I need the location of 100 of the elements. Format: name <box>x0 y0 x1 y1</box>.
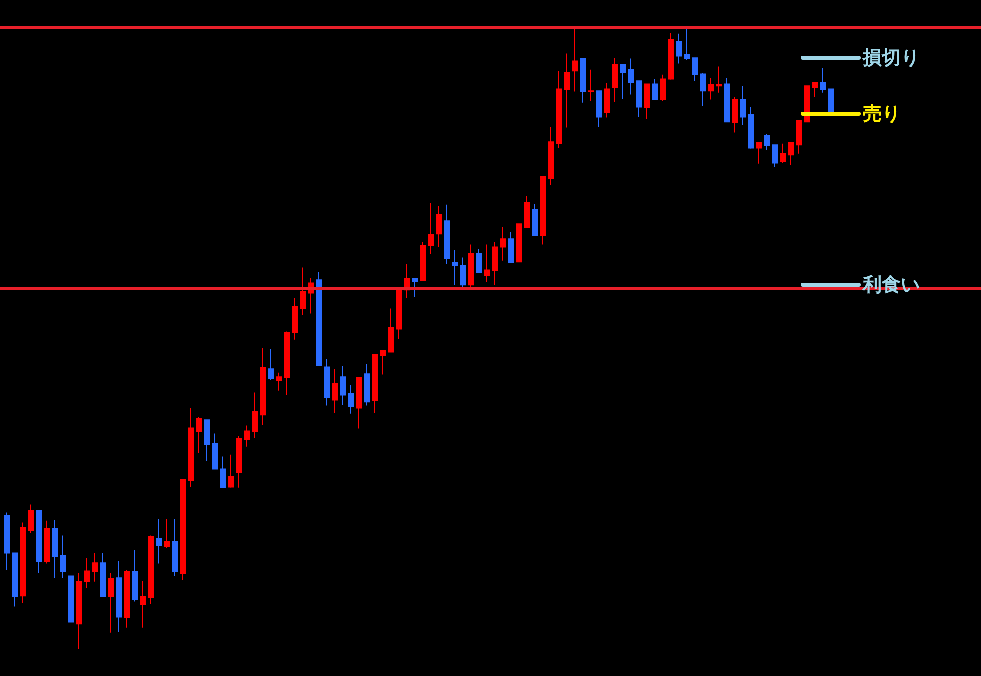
candlestick <box>788 142 794 166</box>
candlestick <box>236 436 242 488</box>
candlestick <box>316 272 322 366</box>
candlestick <box>20 522 26 604</box>
candlestick <box>604 82 610 118</box>
candlestick <box>36 510 42 574</box>
ref-line-label: 売り <box>863 103 901 126</box>
candlestick <box>556 70 562 149</box>
candlestick <box>76 572 82 650</box>
candlestick <box>596 90 602 128</box>
candlestick <box>140 580 146 628</box>
candlestick <box>628 58 634 96</box>
candlestick <box>652 78 658 100</box>
candlestick <box>700 72 706 106</box>
candlestick <box>708 78 714 100</box>
candlestick <box>396 288 402 340</box>
candlestick <box>332 368 338 414</box>
candlestick <box>244 425 250 448</box>
candlestick <box>532 204 538 236</box>
candlestick <box>188 408 194 488</box>
candlestick <box>740 86 746 126</box>
candlestick <box>548 126 554 186</box>
candlestick <box>260 347 266 426</box>
candlestick <box>92 552 98 582</box>
candlestick <box>508 232 514 264</box>
candlestick <box>668 32 674 80</box>
candlestick <box>252 392 258 439</box>
candlestick <box>220 456 226 488</box>
candlestick <box>388 308 394 353</box>
candlestick <box>676 33 682 64</box>
candlestick <box>756 142 762 164</box>
candlestick <box>716 66 722 94</box>
candlestick <box>636 80 642 118</box>
candlestick <box>100 552 106 598</box>
candlestick <box>620 64 626 100</box>
candlestick <box>276 372 282 392</box>
candlestick <box>164 518 170 549</box>
candlestick <box>380 350 386 376</box>
candlestick <box>60 535 66 579</box>
candlestick <box>588 69 594 102</box>
candlestick <box>476 248 482 274</box>
candlestick <box>820 68 826 94</box>
candlestick <box>612 58 618 103</box>
candlestick <box>132 550 138 602</box>
candlestick <box>4 512 10 571</box>
candlestick <box>580 58 586 104</box>
candlestick <box>212 433 218 470</box>
candlestick <box>540 176 546 246</box>
candlestick <box>172 518 178 577</box>
candlestick <box>828 88 834 114</box>
candlestick <box>492 242 498 286</box>
candlestick <box>364 364 370 406</box>
candlestick <box>84 558 90 589</box>
candlestick <box>452 250 458 286</box>
ref-line-label: 損切り <box>862 47 920 70</box>
candlestick <box>772 144 778 168</box>
candlestick <box>196 416 202 454</box>
candlestick <box>300 267 306 316</box>
candlestick <box>52 520 58 579</box>
candlestick <box>324 358 330 406</box>
candlestick <box>796 120 802 154</box>
candlestick <box>116 560 122 633</box>
candlestick <box>564 53 570 128</box>
candlestick <box>204 420 210 462</box>
candlestick <box>284 331 290 396</box>
candlestick <box>148 535 154 605</box>
candlestick <box>356 377 362 430</box>
candlestick <box>484 244 490 283</box>
candlestick <box>764 133 770 151</box>
candlestick <box>108 572 114 634</box>
candlestick <box>748 106 754 150</box>
candlestick <box>412 278 418 298</box>
candlestick <box>268 348 274 381</box>
candlestick <box>12 552 18 608</box>
candlestick <box>516 224 522 263</box>
candlestick <box>28 504 34 534</box>
candlestick <box>644 84 650 120</box>
candlestick <box>780 143 786 164</box>
candlestick <box>436 206 442 248</box>
candlestick <box>724 78 730 123</box>
candlestick <box>156 518 162 564</box>
candlestick <box>340 365 346 406</box>
candlestick <box>124 570 130 628</box>
candlestick <box>372 354 378 414</box>
candlestick <box>460 257 466 288</box>
candlestick <box>420 242 426 282</box>
candlestick <box>468 244 474 288</box>
candlestick <box>44 520 50 564</box>
candlestick <box>660 74 666 102</box>
candlestick <box>428 202 434 255</box>
candlestick <box>228 454 234 488</box>
candlestick <box>692 58 698 82</box>
candlestick <box>500 226 506 262</box>
candlestick <box>812 82 818 98</box>
candlestick <box>524 196 530 228</box>
candlestick <box>292 298 298 340</box>
candlestick <box>684 26 690 60</box>
candlestick <box>68 576 74 623</box>
candlestick <box>732 96 738 134</box>
candlestick <box>572 28 578 92</box>
